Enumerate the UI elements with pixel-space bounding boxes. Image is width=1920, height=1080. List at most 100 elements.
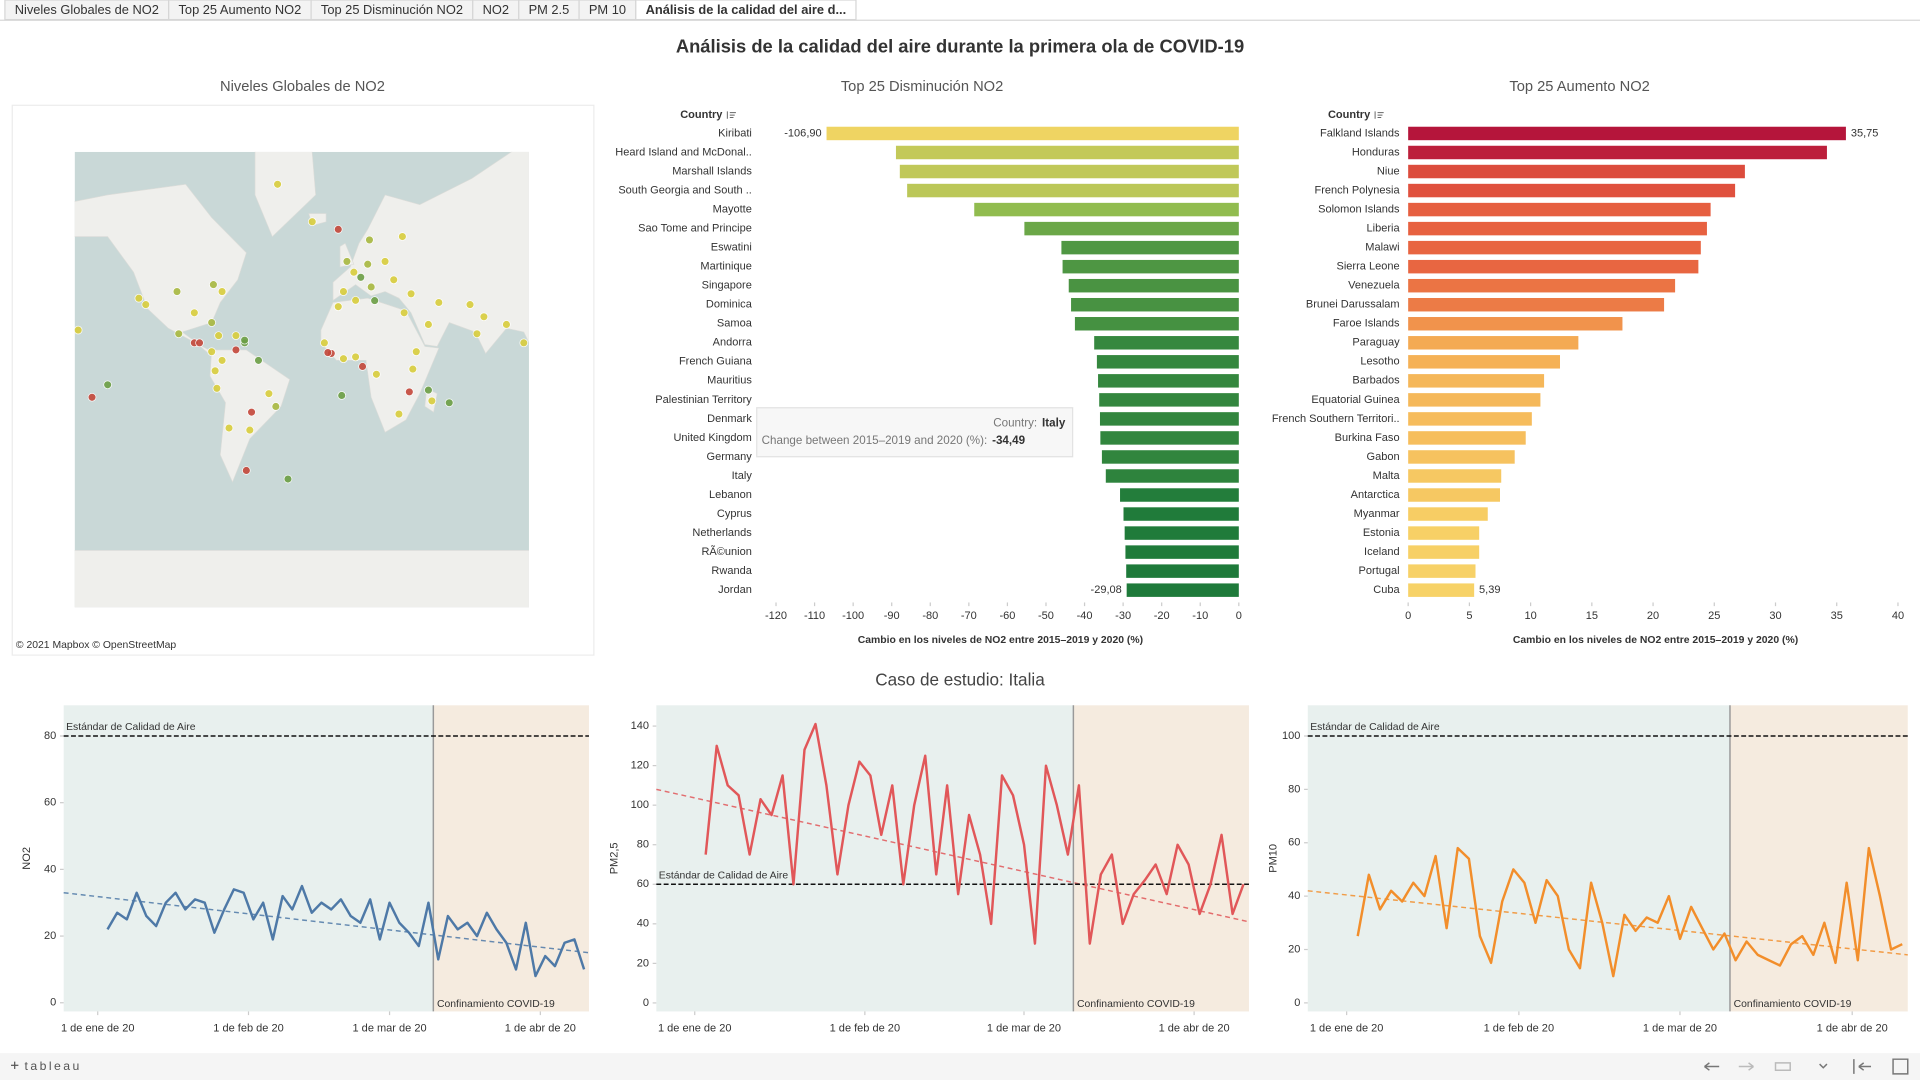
bar[interactable] <box>1123 507 1239 521</box>
map-point[interactable] <box>380 257 390 266</box>
undo-button[interactable] <box>1704 1062 1720 1071</box>
map-point[interactable] <box>405 387 414 397</box>
map-point[interactable] <box>195 338 204 348</box>
tab[interactable]: Top 25 Disminución NO2 <box>310 0 474 21</box>
map-point[interactable] <box>323 348 333 357</box>
map-point[interactable] <box>342 257 352 266</box>
bar[interactable] <box>1408 240 1701 255</box>
bar[interactable] <box>974 202 1239 217</box>
map-point[interactable] <box>242 466 251 475</box>
map-point[interactable] <box>103 380 112 390</box>
map-point[interactable] <box>207 318 216 327</box>
map-point[interactable] <box>74 325 83 335</box>
map-point[interactable] <box>349 267 359 277</box>
map-point[interactable] <box>174 329 184 339</box>
map-point[interactable] <box>337 391 347 400</box>
map-point[interactable] <box>444 398 454 408</box>
map-point[interactable] <box>465 300 475 309</box>
bar[interactable] <box>826 126 1239 141</box>
bar[interactable] <box>1408 145 1827 160</box>
map-point[interactable] <box>224 423 234 433</box>
map-point[interactable] <box>333 302 343 311</box>
map-point[interactable] <box>214 331 223 340</box>
map-point[interactable] <box>472 329 482 339</box>
bar[interactable] <box>1096 355 1239 369</box>
map-point[interactable] <box>519 338 529 348</box>
tab-label[interactable]: Top 25 Disminución NO2 <box>321 2 463 17</box>
redo-button[interactable] <box>1738 1062 1754 1071</box>
tab[interactable]: Top 25 Aumento NO2 <box>168 0 312 21</box>
bar[interactable] <box>1408 393 1541 407</box>
bar[interactable] <box>1074 317 1239 331</box>
map-point[interactable] <box>411 347 421 356</box>
map-point[interactable] <box>372 370 381 379</box>
map-point[interactable] <box>427 396 437 406</box>
map-point[interactable] <box>358 362 367 371</box>
map-point[interactable] <box>231 331 241 340</box>
bar[interactable] <box>899 164 1239 179</box>
bar[interactable] <box>1408 469 1502 483</box>
bar[interactable] <box>1061 240 1239 255</box>
bar[interactable] <box>1408 259 1699 274</box>
bar[interactable] <box>1408 412 1532 426</box>
map-point[interactable] <box>370 296 379 305</box>
bar[interactable] <box>1408 374 1545 388</box>
bar[interactable] <box>1099 393 1239 407</box>
revert-button[interactable] <box>1774 1062 1791 1071</box>
map-point[interactable] <box>207 347 216 356</box>
map-point[interactable] <box>264 389 274 398</box>
bar[interactable] <box>1062 259 1239 274</box>
pause-button[interactable] <box>1819 1063 1828 1069</box>
sort-icon[interactable] <box>726 111 736 119</box>
bar[interactable] <box>1408 355 1560 369</box>
tab[interactable]: PM 2.5 <box>518 0 580 21</box>
bar[interactable] <box>1408 297 1665 312</box>
fullscreen-button[interactable] <box>1892 1058 1909 1075</box>
tab-label[interactable]: NO2 <box>483 2 509 17</box>
bar[interactable] <box>1408 202 1711 217</box>
bar[interactable] <box>1408 488 1500 502</box>
map-point[interactable] <box>271 402 281 411</box>
sort-icon[interactable] <box>1374 111 1384 119</box>
bar[interactable] <box>1024 221 1239 236</box>
bar[interactable] <box>1408 221 1707 236</box>
map-point[interactable] <box>273 179 282 189</box>
map-point[interactable] <box>87 392 97 402</box>
bar[interactable] <box>895 145 1239 160</box>
map-point[interactable] <box>434 298 444 307</box>
map-point[interactable] <box>209 280 218 289</box>
bar[interactable] <box>907 183 1239 198</box>
bar[interactable] <box>1068 278 1239 293</box>
map-point[interactable] <box>217 287 227 296</box>
map-point[interactable] <box>399 308 409 318</box>
map-point[interactable] <box>363 259 373 269</box>
tab-label[interactable]: PM 2.5 <box>529 2 570 17</box>
map-point[interactable] <box>351 352 360 362</box>
bar[interactable] <box>1126 564 1239 578</box>
map-point[interactable] <box>356 273 366 282</box>
map-point[interactable] <box>339 287 348 296</box>
bar[interactable] <box>1124 526 1239 540</box>
map-point[interactable] <box>366 282 376 292</box>
map-point[interactable] <box>247 407 256 417</box>
bar[interactable] <box>1408 583 1475 597</box>
bar[interactable] <box>1101 450 1239 464</box>
bar[interactable] <box>1099 412 1239 426</box>
map-point[interactable] <box>212 384 222 393</box>
map-point[interactable] <box>424 320 433 329</box>
bar[interactable] <box>1408 545 1480 559</box>
map-point[interactable] <box>245 425 255 435</box>
tab[interactable]: PM 10 <box>578 0 637 21</box>
bar[interactable] <box>1125 545 1239 559</box>
bar[interactable] <box>1408 507 1488 521</box>
map-point[interactable] <box>134 293 144 303</box>
map-point[interactable] <box>141 300 151 309</box>
map-point[interactable] <box>351 296 360 305</box>
map-point[interactable] <box>502 320 511 329</box>
map-point[interactable] <box>240 335 249 345</box>
map-point[interactable] <box>394 409 404 419</box>
tab-label[interactable]: Análisis de la calidad del aire d... <box>646 2 847 17</box>
map-point[interactable] <box>210 366 220 376</box>
tab-label[interactable]: Niveles Globales de NO2 <box>15 2 159 17</box>
map-point[interactable] <box>172 287 182 296</box>
